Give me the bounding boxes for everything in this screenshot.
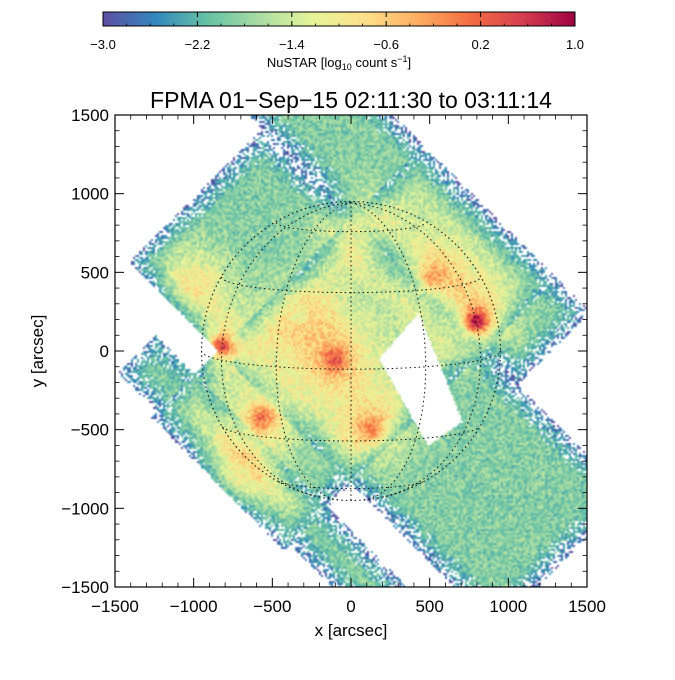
x-axis-label: x [arcsec]: [315, 621, 388, 640]
colorbar-tick-label: −1.4: [279, 37, 305, 52]
colorbar-tick-label: 0.2: [472, 37, 490, 52]
chart-title: FPMA 01−Sep−15 02:11:30 to 03:11:14: [150, 87, 552, 113]
colorbar-tick-label: −3.0: [90, 37, 116, 52]
x-tick-label: −500: [253, 597, 291, 616]
y-tick-label: −500: [71, 421, 109, 440]
colorbar: −3.0 −2.2 −1.4 −0.6 0.2 1.0 NuSTAR [log10 cou…: [90, 11, 584, 72]
colorbar-label: NuSTAR [log10 count s−1]: [267, 54, 411, 72]
colorbar-ticks: −3.0 −2.2 −1.4 −0.6 0.2 1.0: [90, 12, 584, 52]
colorbar-tick-label: 1.0: [566, 37, 584, 52]
longitude-line: [275, 202, 352, 501]
x-tick-label: 0: [346, 597, 355, 616]
x-tick-label: 1000: [489, 597, 527, 616]
y-axis-label: y [arcsec]: [28, 315, 47, 388]
y-tick-label: 1000: [71, 185, 109, 204]
y-tick-label: 1500: [71, 106, 109, 125]
axis-ticks: −1500 −1000 −500 0 500 1000 1500 −1500 −1000 −500…: [61, 106, 606, 616]
x-tick-label: −1000: [170, 597, 218, 616]
y-tick-label: 0: [100, 342, 109, 361]
solar-grid: [200, 200, 502, 502]
colorbar-tick-label: −0.6: [373, 37, 399, 52]
colorbar-tick-label: −2.2: [185, 37, 211, 52]
latitude-line: [201, 350, 501, 370]
map-image: [115, 115, 587, 587]
latitude-line: [278, 481, 424, 490]
y-tick-label: −1500: [61, 578, 109, 597]
y-tick-label: 500: [81, 263, 109, 282]
x-tick-label: 1500: [568, 597, 606, 616]
y-tick-label: −1000: [61, 499, 109, 518]
x-tick-label: −1500: [91, 597, 139, 616]
x-tick-label: 500: [415, 597, 443, 616]
longitude-line: [350, 202, 427, 501]
